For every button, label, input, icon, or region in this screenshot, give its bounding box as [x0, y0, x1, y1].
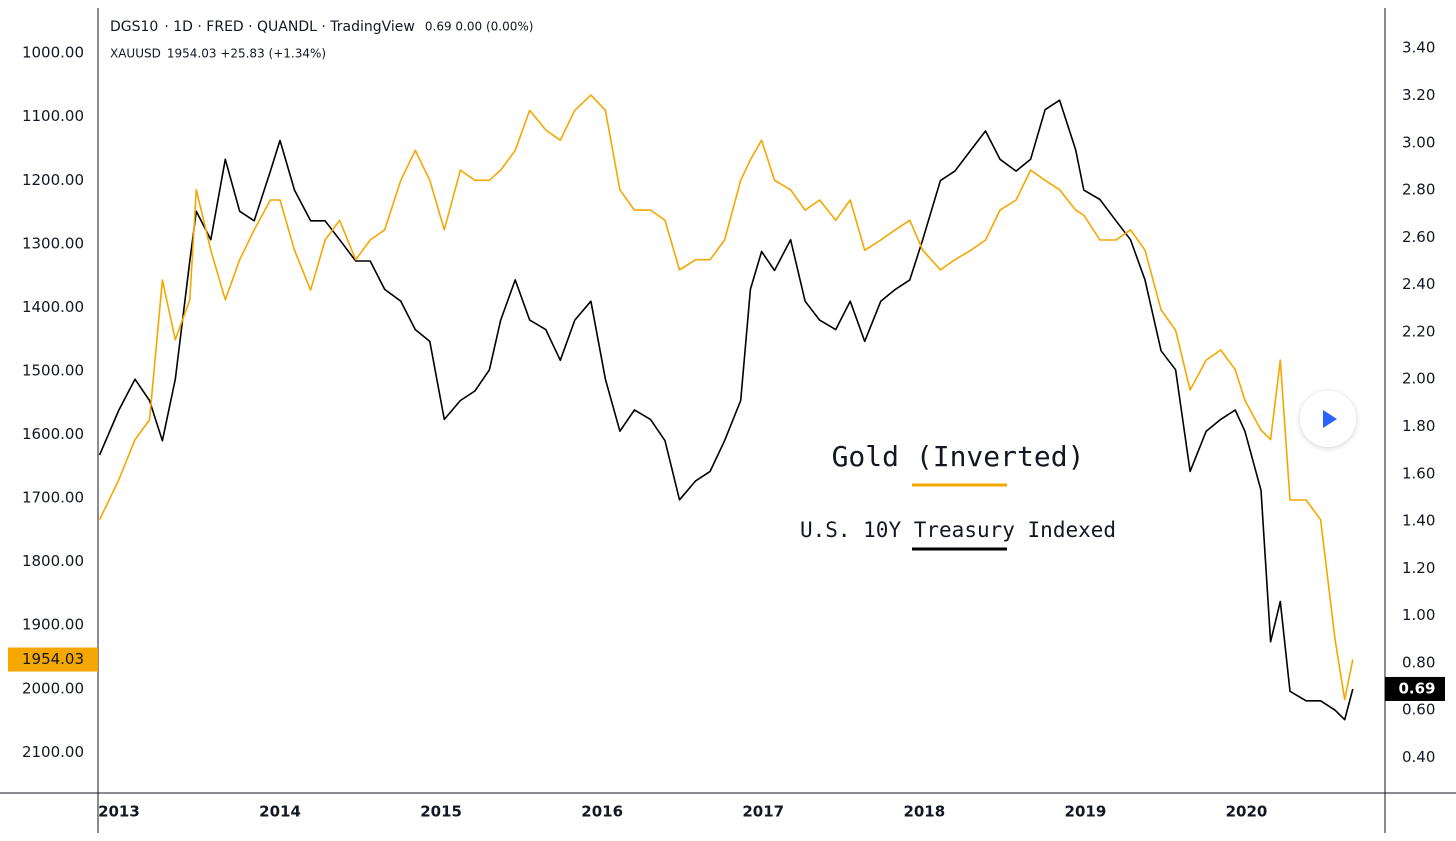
y-tick-label: 1800.00	[22, 552, 84, 570]
y-tick-label: 1300.00	[22, 234, 84, 252]
x-tick-label: 2019	[1065, 803, 1107, 821]
y-tick-label: 1100.00	[22, 107, 84, 125]
y2-tick-label: 2.40	[1402, 275, 1435, 293]
annotation: U.S. 10Y Treasury Indexed	[800, 518, 1116, 542]
x-tick-label: 2014	[259, 803, 301, 821]
y2-tick-label: 1.60	[1402, 464, 1435, 482]
legend-name: DGS10	[110, 19, 158, 35]
y2-tick-label: 3.20	[1402, 86, 1435, 104]
y2-tick-label: 1.40	[1402, 512, 1435, 530]
x-tick-label: 2020	[1226, 803, 1268, 821]
legend-quote: 1954.03 +25.83 (+1.34%)	[167, 47, 326, 61]
y-tick-label: 1500.00	[22, 361, 84, 379]
annotation: Gold (Inverted)	[832, 440, 1085, 473]
y2-tick-label: 1.80	[1402, 417, 1435, 435]
y2-tick-label: 1.00	[1402, 606, 1435, 624]
y2-tick-label: 2.00	[1402, 370, 1435, 388]
y2-tick-label: 0.60	[1402, 701, 1435, 719]
price-tag-label: 1954.03	[22, 650, 84, 668]
play-icon	[1323, 410, 1337, 428]
x-tick-label: 2017	[742, 803, 784, 821]
series-line	[98, 94, 1354, 701]
y2-tick-label: 0.80	[1402, 653, 1435, 671]
legend-details: · 1D · FRED · QUANDL · TradingView	[164, 19, 415, 35]
y2-tick-label: 2.20	[1402, 322, 1435, 340]
legend-name: XAUUSD	[110, 47, 161, 61]
y-tick-label: 1900.00	[22, 616, 84, 634]
x-tick-label: 2013	[98, 803, 140, 821]
plot	[98, 94, 1354, 721]
y-tick-label: 2000.00	[22, 679, 84, 697]
y2-tick-label: 2.80	[1402, 181, 1435, 199]
y-tick-label: 1000.00	[22, 44, 84, 62]
y2-tick-label: 1.20	[1402, 559, 1435, 577]
legend-quote: 0.69 0.00 (0.00%)	[425, 20, 534, 34]
x-tick-label: 2015	[420, 803, 462, 821]
y2-tick-label: 0.40	[1402, 748, 1435, 766]
y-tick-label: 2100.00	[22, 743, 84, 761]
labels: 1000.00 1100.00 1200.00 1300.00 1400.00 1500.…	[8, 19, 1445, 821]
y2-tick-label: 3.00	[1402, 133, 1435, 151]
y-tick-label: 1400.00	[22, 298, 84, 316]
y-tick-label: 1700.00	[22, 489, 84, 507]
price-tag	[8, 647, 98, 672]
x-tick-label: 2016	[581, 803, 623, 821]
y2-tick-label: 2.60	[1402, 228, 1435, 246]
price-tag	[1385, 676, 1445, 701]
y-tick-label: 1600.00	[22, 425, 84, 443]
series-line	[98, 99, 1354, 721]
y-tick-label: 1200.00	[22, 171, 84, 189]
y2-tick-label: 3.40	[1402, 39, 1435, 57]
price-tag-label: 0.69	[1398, 679, 1435, 697]
x-tick-label: 2018	[903, 803, 945, 821]
